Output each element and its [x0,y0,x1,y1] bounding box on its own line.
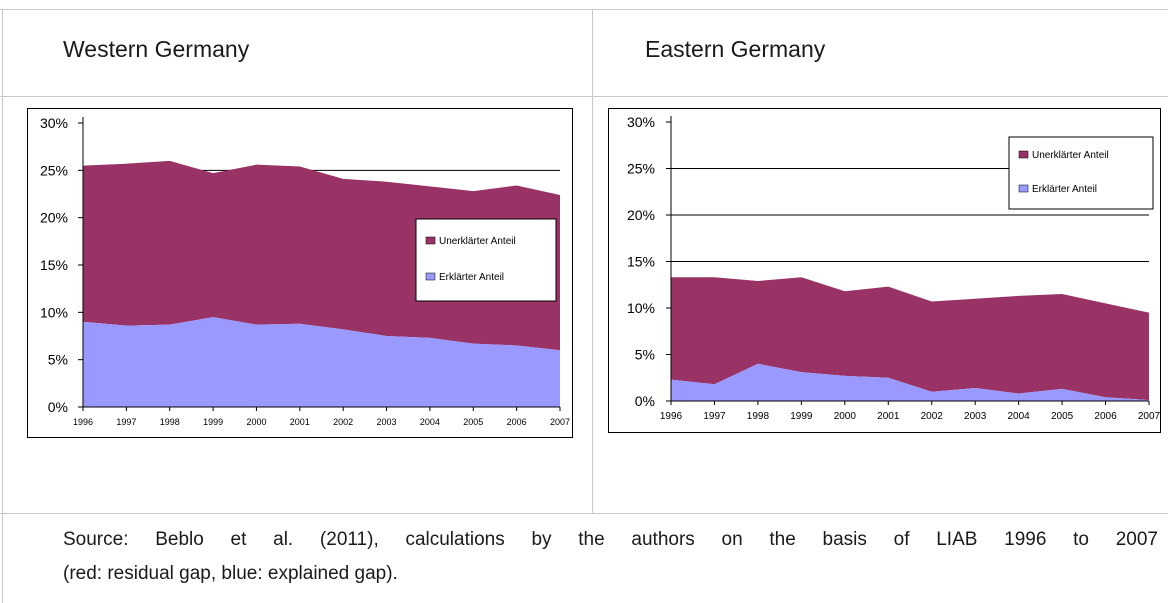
ytick-label-west-2: 10% [40,304,68,320]
ytick-label-west-0: 0% [48,399,68,415]
xtick-label-east-8: 2004 [1008,411,1031,422]
xtick-label-west-2: 1998 [160,417,180,427]
xtick-label-east-11: 2007 [1138,411,1161,422]
legend-label-west-1: Erklärter Anteil [439,272,504,283]
legend-label-east-1: Erklärter Anteil [1032,184,1097,195]
table-border-mid [0,96,1168,97]
figure-caption: Source: Beblo et al. (2011), calculation… [63,523,1158,591]
chart-western-germany: 0% 5% 10% 15% 20% 25% 30% 1996 1997 1998 1999 2000 2… [27,108,573,438]
ytick-label-west-3: 15% [40,257,68,273]
legend-label-west-0: Unerklärter Anteil [439,236,516,247]
legend-swatch-west-0 [425,236,436,245]
legend-swatch-east-0 [1018,150,1029,159]
xtick-label-west-5: 2001 [290,417,310,427]
chart-eastern-germany: 0% 5% 10% 15% 20% 25% 30% 1996 1997 1998 1999 2000 2… [608,108,1161,433]
ytick-label-east-4: 20% [627,207,655,223]
xtick-label-east-2: 1998 [747,411,770,422]
legend-box-east [1008,136,1154,210]
legend-box-west [415,218,557,302]
ytick-label-east-6: 30% [627,114,655,130]
xtick-label-east-6: 2002 [921,411,944,422]
xtick-label-west-0: 1996 [73,417,93,427]
xtick-label-east-5: 2001 [877,411,900,422]
xtick-label-east-9: 2005 [1051,411,1074,422]
legend-swatch-west-1 [425,272,436,281]
area-explained-west [83,317,560,407]
xtick-label-west-7: 2003 [377,417,397,427]
table-border-left [2,9,3,603]
area-unexplained-west [83,160,560,351]
ytick-label-west-4: 20% [40,210,68,226]
xtick-label-east-7: 2003 [964,411,987,422]
xtick-label-west-3: 1999 [203,417,223,427]
xtick-label-west-8: 2004 [420,417,440,427]
legend-label-east-0: Unerklärter Anteil [1032,150,1109,161]
ytick-label-west-5: 25% [40,162,68,178]
caption-line-2: (red: residual gap, blue: explained gap)… [63,563,398,584]
legend-swatch-east-1 [1018,184,1029,193]
xtick-label-east-1: 1997 [703,411,726,422]
caption-line-1: Source: Beblo et al. (2011), calculation… [63,529,1158,550]
xtick-label-west-6: 2002 [333,417,353,427]
table-border-top [0,9,1168,10]
ytick-label-east-2: 10% [627,300,655,316]
xtick-label-west-11: 2007 [550,417,570,427]
xtick-label-east-0: 1996 [660,411,683,422]
xtick-label-west-1: 1997 [116,417,136,427]
panel-title-east: Eastern Germany [645,36,826,62]
area-unexplained-east [671,277,1149,401]
xtick-label-west-9: 2005 [463,417,483,427]
xtick-label-east-3: 1999 [790,411,813,422]
ytick-label-east-3: 15% [627,254,655,270]
xtick-label-east-10: 2006 [1094,411,1117,422]
table-border-center [592,9,593,513]
panel-title-west: Western Germany [63,36,250,62]
xtick-label-west-4: 2000 [246,417,266,427]
table-border-caption [0,513,1168,514]
xtick-label-east-4: 2000 [834,411,857,422]
ytick-label-east-5: 25% [627,161,655,177]
ytick-label-east-0: 0% [635,393,655,409]
ytick-label-west-1: 5% [48,352,68,368]
ytick-label-east-1: 5% [635,347,655,363]
xtick-label-west-10: 2006 [507,417,527,427]
chart-svg-east: 0% 5% 10% 15% 20% 25% 30% 1996 1997 1998 1999 2000 2… [627,114,1161,422]
area-explained-east [671,363,1149,401]
ytick-label-west-6: 30% [40,115,68,131]
chart-svg-west: 0% 5% 10% 15% 20% 25% 30% 1996 1997 1998 1999 2000 2… [40,115,570,427]
